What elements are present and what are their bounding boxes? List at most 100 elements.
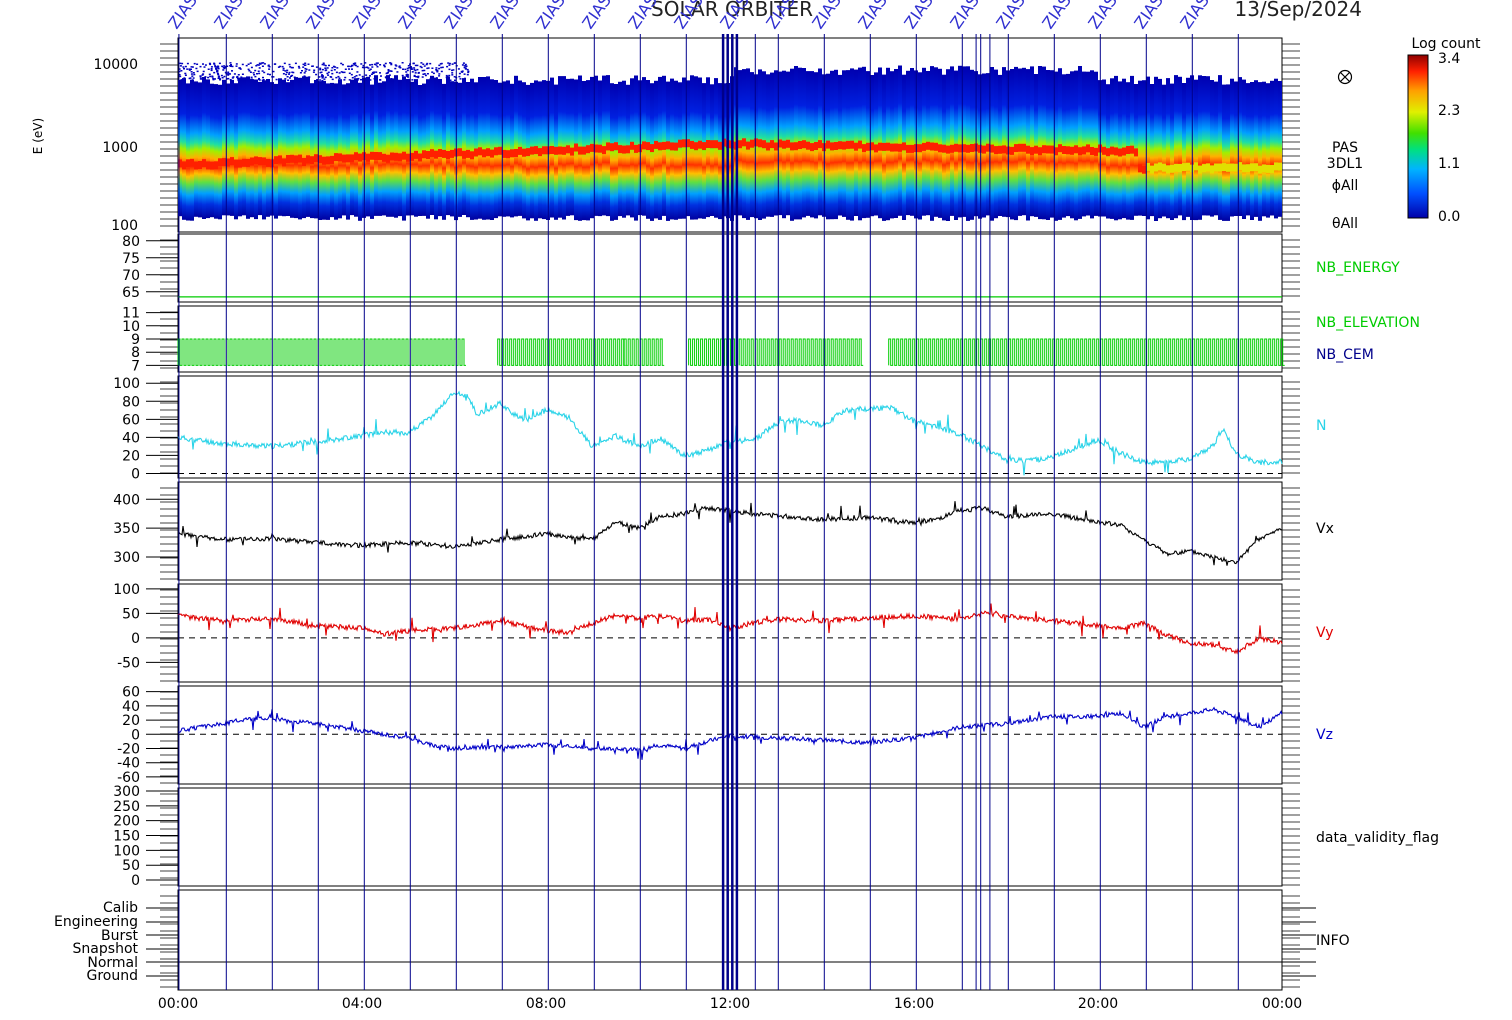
spectrogram-speck [376, 62, 379, 64]
spectrogram-column [1278, 81, 1282, 217]
spectrogram-speck [202, 73, 205, 75]
spectrogram-speck [379, 72, 381, 74]
spectrogram-speck [320, 71, 323, 73]
spectrogram-speck [426, 67, 429, 70]
spectrogram-peak-cell [310, 156, 314, 165]
spectrogram-speck [316, 79, 319, 81]
spectrogram-speck [343, 79, 346, 81]
spectrogram-peak-cell [674, 142, 678, 151]
spectrogram-peak-cell [214, 161, 218, 170]
spectrogram-peak-cell [1050, 145, 1054, 154]
spectrogram-peak-cell [998, 145, 1002, 154]
spectrogram-speck [321, 79, 324, 82]
spectrogram-speck [414, 64, 417, 67]
spectrogram-peak-cell [614, 142, 618, 151]
spectrogram-speck [184, 74, 187, 76]
spectrogram-speck [441, 66, 444, 69]
spectrogram-speck [240, 76, 243, 78]
spectrogram-speck [291, 74, 294, 77]
spectrogram-column [222, 79, 226, 216]
spectrogram-column [330, 82, 334, 218]
spectrogram-column [250, 79, 254, 218]
spectrogram-column [1210, 80, 1214, 217]
spectrogram-peak-cell [598, 144, 602, 153]
info-state-burst: Burst [101, 928, 139, 944]
spectrogram-peak-cell [314, 154, 318, 163]
spectrogram-speck [312, 71, 315, 73]
validity-label: data_validity_flag [1316, 830, 1439, 846]
spectrogram-speck [341, 63, 344, 66]
spectrogram-peak-cell [486, 148, 490, 157]
spectrogram-speck [431, 71, 434, 73]
spectrogram-peak-cell [238, 159, 242, 168]
spectrogram-column [382, 81, 386, 216]
spectrogram-column [1058, 68, 1062, 220]
spectrogram-speck [301, 70, 303, 72]
vz-series-line [177, 706, 1283, 760]
spectrogram-peak-cell [426, 151, 430, 159]
x-tick-label: 00:00 [158, 996, 198, 1012]
spectrogram-peak-cell [778, 139, 782, 148]
spectrogram-speck [436, 69, 439, 72]
spectrogram-peak-cell [510, 149, 514, 158]
spectrogram-peak-cell [662, 141, 666, 150]
spectrogram-speck [227, 73, 230, 75]
spectrogram-peak-cell [1242, 164, 1246, 173]
spectrogram-speck [299, 72, 302, 74]
spectrogram-peak-cell [762, 140, 766, 149]
spectrogram-speck [321, 63, 324, 66]
spectrogram-speck [438, 64, 441, 67]
nb-elevation-trace [738, 338, 864, 366]
spectrogram-speck [361, 66, 364, 69]
marker-label: ZIAS [348, 0, 385, 32]
spectrogram-peak-cell [526, 148, 530, 157]
spectrogram-speck [247, 68, 250, 71]
spectrogram-peak-cell [462, 150, 466, 159]
spectrogram-speck [212, 78, 215, 81]
spectrogram-peak-cell [950, 144, 954, 153]
spectrogram-speck [323, 64, 326, 66]
spectrogram-speck [252, 72, 255, 74]
spectrogram-speck [216, 72, 219, 75]
spectrogram-speck [323, 78, 326, 80]
spectrogram-speck [459, 78, 462, 80]
spectrogram-peak-cell [790, 142, 794, 151]
spectrogram-speck [454, 62, 457, 64]
spectrogram-speck [267, 65, 270, 67]
spectrogram-speck [329, 76, 332, 78]
spectrogram-peak-cell [670, 142, 674, 151]
spectrogram-column [862, 66, 866, 219]
vy-label: Vy [1316, 625, 1334, 641]
spectrogram-peak-cell [906, 144, 910, 153]
spectrogram-speck [461, 64, 464, 66]
spectrogram-speck [190, 68, 192, 70]
info-state-snapshot: Snapshot [73, 941, 139, 957]
spectrogram-speck [193, 62, 196, 65]
spectrogram-column [1166, 78, 1170, 219]
x-tick-label: 00:00 [1262, 996, 1302, 1012]
spectrogram-peak-cell [218, 158, 222, 167]
spectrogram-speck [464, 68, 467, 70]
marker-label: ZIAS [1130, 0, 1167, 32]
spectrogram-speck [330, 69, 333, 72]
spectrogram-speck [367, 67, 370, 69]
vz-ytick-label: 60 [122, 685, 140, 701]
spectrogram-speck [350, 65, 353, 68]
density-ytick-label: 100 [113, 376, 140, 392]
spectrogram-speck [231, 65, 234, 68]
spectrogram-peak-cell [1258, 165, 1262, 174]
spectrogram-speck [315, 73, 318, 76]
colorbar-tick-min: 0.0 [1438, 209, 1460, 225]
spectrogram-speck [452, 69, 455, 71]
spectrogram-speck [303, 64, 306, 66]
spectrogram-peak-cell [938, 144, 942, 153]
colorbar: Log count 3.4 2.3 1.1 0.0 [1407, 36, 1481, 225]
spectrogram-speck [201, 74, 204, 76]
spectrogram-column [214, 84, 218, 219]
spectrogram-peak-cell [838, 141, 842, 150]
spectrogram-column [274, 83, 278, 219]
spectrogram-speck [230, 65, 232, 67]
spectrogram-speck [420, 62, 423, 64]
density-ytick-label: 0 [131, 466, 140, 482]
spectrogram-peak-cell [1182, 163, 1186, 172]
